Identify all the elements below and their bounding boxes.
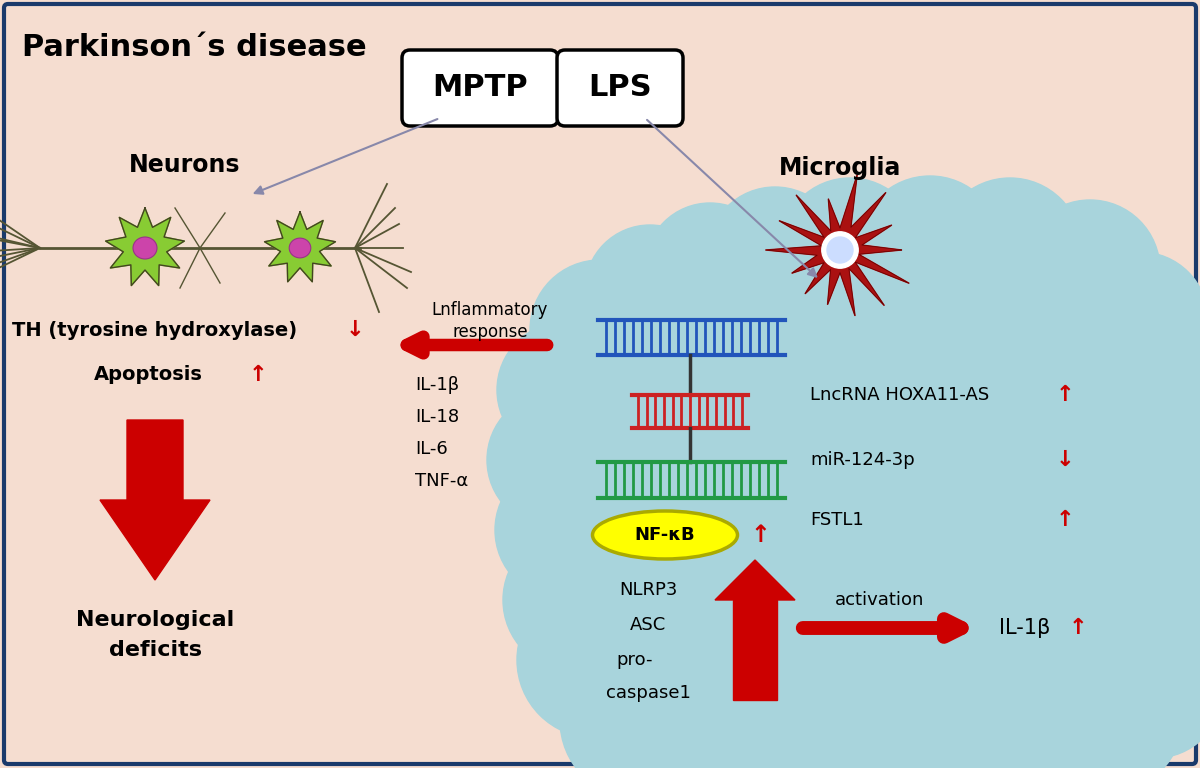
Circle shape bbox=[892, 642, 1048, 768]
Text: Lnflammatory: Lnflammatory bbox=[432, 301, 548, 319]
Text: Neurons: Neurons bbox=[130, 153, 241, 177]
Text: deficits: deficits bbox=[108, 640, 202, 660]
Text: MPTP: MPTP bbox=[432, 74, 528, 102]
Text: ↑: ↑ bbox=[1056, 385, 1074, 405]
Circle shape bbox=[820, 630, 980, 768]
Text: LncRNA HOXA11-AS: LncRNA HOXA11-AS bbox=[810, 386, 989, 404]
FancyBboxPatch shape bbox=[4, 4, 1196, 764]
Text: activation: activation bbox=[835, 591, 925, 609]
Circle shape bbox=[496, 460, 635, 600]
FancyBboxPatch shape bbox=[402, 50, 558, 126]
Circle shape bbox=[646, 645, 815, 768]
Text: TH (tyrosine hydroxylase): TH (tyrosine hydroxylase) bbox=[12, 320, 298, 339]
Text: IL-1β: IL-1β bbox=[415, 376, 460, 394]
Polygon shape bbox=[733, 600, 778, 700]
Text: Microglia: Microglia bbox=[779, 156, 901, 180]
Circle shape bbox=[646, 203, 775, 333]
Ellipse shape bbox=[289, 238, 311, 258]
Text: Parkinson´s disease: Parkinson´s disease bbox=[22, 34, 367, 62]
Circle shape bbox=[1093, 468, 1200, 612]
Text: IL-6: IL-6 bbox=[415, 440, 448, 458]
Text: response: response bbox=[452, 323, 528, 341]
Circle shape bbox=[962, 652, 1118, 768]
Ellipse shape bbox=[593, 511, 738, 559]
Circle shape bbox=[1038, 648, 1182, 768]
Polygon shape bbox=[766, 174, 910, 316]
Circle shape bbox=[858, 176, 1002, 320]
Circle shape bbox=[530, 260, 670, 400]
Text: NF-κB: NF-κB bbox=[635, 526, 695, 544]
Text: TNF-α: TNF-α bbox=[415, 472, 468, 490]
Text: IL-1β: IL-1β bbox=[1000, 618, 1051, 638]
Text: miR-124-3p: miR-124-3p bbox=[810, 451, 914, 469]
Circle shape bbox=[503, 528, 647, 672]
Circle shape bbox=[938, 178, 1082, 322]
Text: caspase1: caspase1 bbox=[606, 684, 690, 702]
Polygon shape bbox=[715, 560, 796, 600]
Circle shape bbox=[1020, 200, 1160, 340]
Text: ASC: ASC bbox=[630, 616, 666, 634]
Circle shape bbox=[590, 210, 1150, 768]
Circle shape bbox=[1080, 320, 1200, 460]
Circle shape bbox=[487, 392, 623, 528]
Text: Neurological: Neurological bbox=[76, 610, 234, 630]
Text: LPS: LPS bbox=[588, 74, 652, 102]
Text: ↓: ↓ bbox=[1056, 450, 1074, 470]
Text: FSTL1: FSTL1 bbox=[810, 511, 864, 529]
Ellipse shape bbox=[133, 237, 157, 259]
Circle shape bbox=[586, 225, 715, 355]
Circle shape bbox=[1088, 548, 1200, 692]
Circle shape bbox=[1072, 252, 1200, 388]
Text: Apoptosis: Apoptosis bbox=[94, 366, 203, 385]
Polygon shape bbox=[264, 212, 336, 282]
Text: ↓: ↓ bbox=[346, 320, 365, 340]
Circle shape bbox=[560, 640, 720, 768]
Circle shape bbox=[1087, 622, 1200, 758]
Polygon shape bbox=[106, 208, 185, 286]
Circle shape bbox=[517, 582, 673, 738]
Circle shape bbox=[497, 322, 634, 458]
Circle shape bbox=[1084, 388, 1200, 532]
Circle shape bbox=[740, 640, 900, 768]
Text: ↑: ↑ bbox=[750, 523, 770, 547]
Circle shape bbox=[707, 187, 842, 323]
Circle shape bbox=[822, 232, 858, 268]
Text: ↑: ↑ bbox=[248, 365, 268, 385]
Text: NLRP3: NLRP3 bbox=[619, 581, 677, 599]
Polygon shape bbox=[100, 420, 210, 580]
Text: IL-18: IL-18 bbox=[415, 408, 460, 426]
Text: ↑: ↑ bbox=[1056, 510, 1074, 530]
Text: pro-: pro- bbox=[617, 651, 653, 669]
Text: ↑: ↑ bbox=[1069, 618, 1087, 638]
Circle shape bbox=[780, 178, 920, 318]
Circle shape bbox=[827, 237, 853, 263]
FancyBboxPatch shape bbox=[557, 50, 683, 126]
